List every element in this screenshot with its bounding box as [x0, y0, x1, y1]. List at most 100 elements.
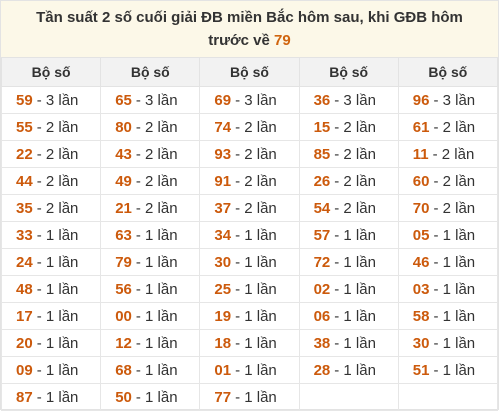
pair-count: - 1 lần — [433, 361, 476, 379]
table-cell: 18- 1 lần — [199, 329, 300, 357]
pair-count: - 1 lần — [36, 307, 79, 325]
pair-number: 85 — [313, 145, 331, 163]
pair-number: 36 — [313, 91, 331, 109]
table-cell: 15- 2 lần — [298, 113, 399, 141]
pair-count: - 3 lần — [334, 91, 376, 109]
pair-count: - 2 lần — [135, 199, 178, 217]
pair-number: 65 — [115, 91, 132, 109]
table-cell: 17- 1 lần — [0, 302, 102, 330]
pair-number: 68 — [115, 361, 132, 379]
table-cell: 25- 1 lần — [199, 275, 300, 303]
pair-count: - 1 lần — [135, 388, 178, 406]
pair-count: - 1 lần — [334, 226, 376, 244]
pair-number: 49 — [115, 172, 132, 190]
pair-number: 35 — [16, 199, 33, 217]
title-highlight: 79 — [274, 32, 291, 49]
pair-number: 00 — [115, 307, 132, 325]
table-cell: 43- 2 lần — [100, 140, 201, 168]
pair-number: 46 — [412, 253, 430, 271]
pair-count: - 1 lần — [135, 361, 178, 379]
pair-count: - 1 lần — [433, 280, 476, 298]
pair-number: 57 — [313, 226, 331, 244]
pair-count: - 2 lần — [36, 118, 79, 136]
pair-number: 59 — [16, 91, 33, 109]
pair-count: - 1 lần — [135, 253, 178, 271]
pair-count: - 1 lần — [334, 280, 376, 298]
table-cell: 12- 1 lần — [100, 329, 201, 357]
pair-number: 25 — [214, 280, 232, 298]
pair-number: 69 — [214, 91, 232, 109]
table-row: 22- 2 lần 43- 2 lần 93- 2 lần 85- 2 lần 11- … — [0, 140, 499, 168]
table-cell: 06- 1 lần — [298, 302, 399, 330]
table-cell: 11- 2 lần — [397, 140, 499, 168]
table-cell: 54- 2 lần — [298, 194, 399, 222]
pair-count: - 2 lần — [334, 199, 376, 217]
table-row: 17- 1 lần 00- 1 lần 19- 1 lần 06- 1 lần 58- … — [0, 302, 499, 330]
table-cell: 03- 1 lần — [397, 275, 499, 303]
table-cell: 30- 1 lần — [397, 329, 499, 357]
pair-count: - 1 lần — [433, 307, 476, 325]
column-header: Bộ số — [199, 57, 300, 87]
pair-number: 05 — [412, 226, 430, 244]
table-cell: 36- 3 lần — [298, 86, 399, 114]
pair-number: 24 — [16, 253, 33, 271]
pair-count: - 2 lần — [433, 172, 476, 190]
pair-number: 61 — [412, 118, 430, 136]
header-row: Bộ số Bộ số Bộ số Bộ số Bộ số — [0, 57, 499, 87]
title: Tần suất 2 số cuối giải ĐB miền Bắc hôm … — [1, 1, 498, 57]
table-cell: 35- 2 lần — [0, 194, 102, 222]
pair-number: 48 — [16, 280, 33, 298]
pair-number: 22 — [16, 145, 33, 163]
pair-number: 30 — [214, 253, 232, 271]
pair-number: 33 — [16, 226, 33, 244]
table-cell: 22- 2 lần — [0, 140, 102, 168]
table-cell: 30- 1 lần — [199, 248, 300, 276]
table-cell: 85- 2 lần — [298, 140, 399, 168]
pair-number: 56 — [115, 280, 132, 298]
pair-count: - 1 lần — [36, 253, 79, 271]
pair-number: 06 — [313, 307, 331, 325]
table-cell: 09- 1 lần — [0, 356, 102, 384]
table-cell: 61- 2 lần — [397, 113, 499, 141]
table-cell: 77- 1 lần — [199, 383, 300, 411]
table-cell: 05- 1 lần — [397, 221, 499, 249]
pair-number: 44 — [16, 172, 33, 190]
table-cell: 26- 2 lần — [298, 167, 399, 195]
pair-count: - 3 lần — [235, 91, 277, 109]
column-header: Bộ số — [0, 57, 102, 87]
pair-count: - 1 lần — [135, 307, 178, 325]
title-text: Tần suất 2 số cuối giải ĐB miền Bắc hôm … — [36, 9, 463, 49]
table-cell: 38- 1 lần — [298, 329, 399, 357]
pair-count: - 1 lần — [235, 253, 277, 271]
table-cell — [298, 383, 399, 411]
table-cell: 28- 1 lần — [298, 356, 399, 384]
pair-count: - 1 lần — [334, 361, 376, 379]
pair-count: - 2 lần — [235, 118, 277, 136]
table-cell: 49- 2 lần — [100, 167, 201, 195]
table-cell: 79- 1 lần — [100, 248, 201, 276]
pair-count: - 2 lần — [135, 118, 178, 136]
pair-number: 87 — [16, 388, 33, 406]
table-cell: 24- 1 lần — [0, 248, 102, 276]
pair-count: - 1 lần — [36, 388, 79, 406]
table-row: 87- 1 lần 50- 1 lần 77- 1 lần — [0, 383, 499, 411]
table-cell: 63- 1 lần — [100, 221, 201, 249]
pair-number: 77 — [214, 388, 232, 406]
table-row: 24- 1 lần 79- 1 lần 30- 1 lần 72- 1 lần 46- … — [0, 248, 499, 276]
table-cell: 37- 2 lần — [199, 194, 300, 222]
pair-number: 37 — [214, 199, 232, 217]
pair-number: 17 — [16, 307, 33, 325]
table-cell: 51- 1 lần — [397, 356, 499, 384]
table-cell: 74- 2 lần — [199, 113, 300, 141]
table-cell: 01- 1 lần — [199, 356, 300, 384]
table-row: 55- 2 lần 80- 2 lần 74- 2 lần 15- 2 lần 61- … — [0, 113, 499, 141]
table-cell: 96- 3 lần — [397, 86, 499, 114]
pair-number: 54 — [313, 199, 331, 217]
table-cell: 34- 1 lần — [199, 221, 300, 249]
table-cell: 44- 2 lần — [0, 167, 102, 195]
table-row: 35- 2 lần 21- 2 lần 37- 2 lần 54- 2 lần 70- … — [0, 194, 499, 222]
pair-number: 01 — [214, 361, 232, 379]
table-cell — [397, 383, 499, 411]
pair-count: - 1 lần — [235, 280, 277, 298]
